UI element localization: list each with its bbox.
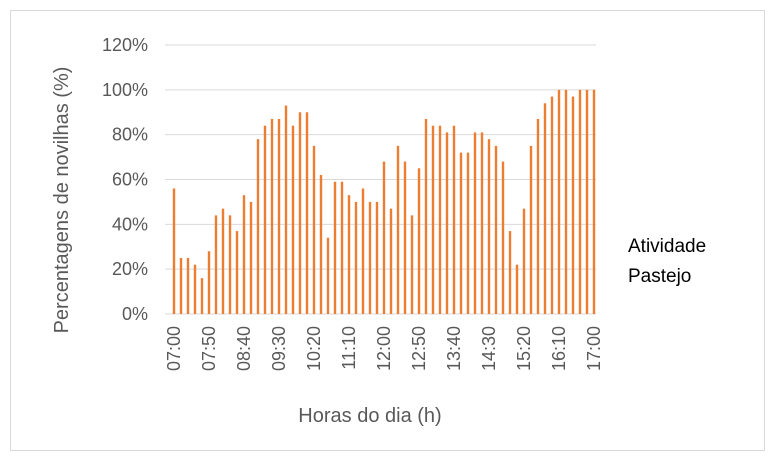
bar (312, 145, 316, 314)
bar (333, 181, 337, 314)
bar (431, 125, 435, 314)
y-axis-title: Percentagens de novilhas (%) (51, 67, 73, 334)
bar (445, 132, 449, 314)
x-tick-label: 10:20 (304, 326, 324, 371)
bar (347, 195, 351, 314)
bar (193, 264, 197, 314)
bar (494, 145, 498, 314)
x-axis-title: Horas do dia (h) (298, 405, 441, 427)
bar (214, 215, 218, 314)
bar (473, 132, 477, 314)
bar (382, 161, 386, 314)
bar (228, 215, 232, 314)
x-tick-label: 08:40 (234, 326, 254, 371)
bar (368, 201, 372, 314)
x-tick-label: 16:10 (549, 326, 569, 371)
bar (200, 278, 204, 314)
bar (592, 89, 596, 314)
bar (242, 195, 246, 314)
bar (417, 168, 421, 314)
bar (179, 257, 183, 314)
bar (375, 201, 379, 314)
bar (221, 208, 225, 314)
bar (515, 264, 519, 314)
bar (564, 89, 568, 314)
bar (550, 96, 554, 314)
bar (543, 103, 547, 315)
bar (508, 231, 512, 314)
bar (536, 118, 540, 314)
bar (389, 208, 393, 314)
bar (207, 251, 211, 314)
bar (270, 118, 274, 314)
bar (522, 208, 526, 314)
bar (480, 132, 484, 314)
bar (466, 152, 470, 314)
y-tick-label: 80% (112, 125, 148, 145)
chart-border (10, 10, 765, 451)
x-tick-label: 09:30 (269, 326, 289, 371)
bar (172, 188, 176, 314)
bar (277, 118, 281, 314)
bar (438, 125, 442, 314)
x-tick-label: 13:40 (444, 326, 464, 371)
bar (256, 139, 260, 314)
bar (186, 257, 190, 314)
bar (361, 188, 365, 314)
bar (291, 125, 295, 314)
y-tick-label: 120% (102, 35, 148, 55)
x-tick-label: 07:00 (164, 326, 184, 371)
bar (249, 201, 253, 314)
bar (501, 161, 505, 314)
bar (284, 105, 288, 315)
bar (557, 89, 561, 314)
bar (354, 201, 358, 314)
bar (452, 125, 456, 314)
x-tick-label: 12:50 (409, 326, 429, 371)
y-tick-label: 100% (102, 80, 148, 100)
bar (424, 118, 428, 314)
bar (298, 112, 302, 314)
y-tick-label: 60% (112, 170, 148, 190)
bar (585, 89, 589, 314)
bar (459, 152, 463, 314)
x-tick-label: 17:00 (584, 326, 604, 371)
legend-entry: Atividade Pastejo (628, 236, 707, 287)
y-tick-label: 20% (112, 259, 148, 279)
bar (410, 215, 414, 314)
bar (396, 145, 400, 314)
bar (235, 231, 239, 314)
x-tick-label: 11:10 (339, 326, 359, 370)
bar (487, 139, 491, 314)
y-tick-label: 0% (122, 304, 148, 324)
bar (319, 175, 323, 314)
bar (340, 181, 344, 314)
x-tick-label: 07:50 (199, 326, 219, 371)
x-tick-label: 15:20 (514, 326, 534, 371)
x-tick-label: 14:30 (479, 326, 499, 371)
bar (571, 96, 575, 314)
bar (305, 112, 309, 314)
bar (326, 237, 330, 314)
x-tick-label: 12:00 (374, 326, 394, 371)
bar (403, 161, 407, 314)
bar (529, 145, 533, 314)
y-tick-label: 40% (112, 214, 148, 234)
bar (578, 89, 582, 314)
bar (263, 125, 267, 314)
